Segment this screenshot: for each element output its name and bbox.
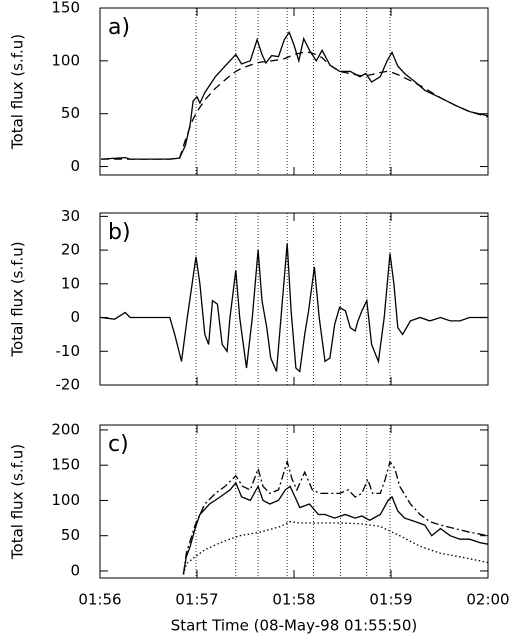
x-tick-label: 01:57 [175,591,218,609]
y-tick-label: 150 [51,456,80,474]
y-tick-label: 50 [61,104,80,122]
x-tick-label: 01:58 [272,591,315,609]
y-tick-label: -10 [56,342,81,360]
y-axis-label: Total flux (s.f.u) [9,34,27,150]
y-tick-label: 100 [51,491,80,509]
y-tick-label: 100 [51,51,80,69]
plot-frame [99,212,489,386]
y-tick-label: 50 [61,526,80,544]
data-line [101,51,489,160]
data-line [100,30,489,160]
x-tick-label: 01:59 [369,591,412,609]
panel-label: b) [108,220,131,245]
data-line [182,459,489,575]
x-axis-label: Start Time (08-May-98 01:55:50) [171,617,417,635]
y-tick-label: 10 [61,274,80,292]
y-tick-label: 30 [61,207,80,225]
plot-frame [99,424,489,579]
y-tick-label: 150 [51,0,80,17]
y-tick-label: 0 [70,561,80,579]
y-tick-label: 0 [70,308,80,326]
data-line [182,481,489,575]
y-axis-label: Total flux (s.f.u) [9,241,27,357]
y-axis-label: Total flux (s.f.u) [9,444,27,560]
data-line [100,243,488,373]
y-tick-label: 200 [51,420,80,438]
y-tick-label: 0 [70,157,80,175]
panel-label: a) [108,15,130,40]
x-tick-label: 02:00 [466,591,509,609]
x-tick-label: 01:56 [78,591,121,609]
y-tick-label: 20 [61,241,80,259]
panel-label: c) [108,432,129,457]
y-tick-label: -20 [56,376,81,394]
